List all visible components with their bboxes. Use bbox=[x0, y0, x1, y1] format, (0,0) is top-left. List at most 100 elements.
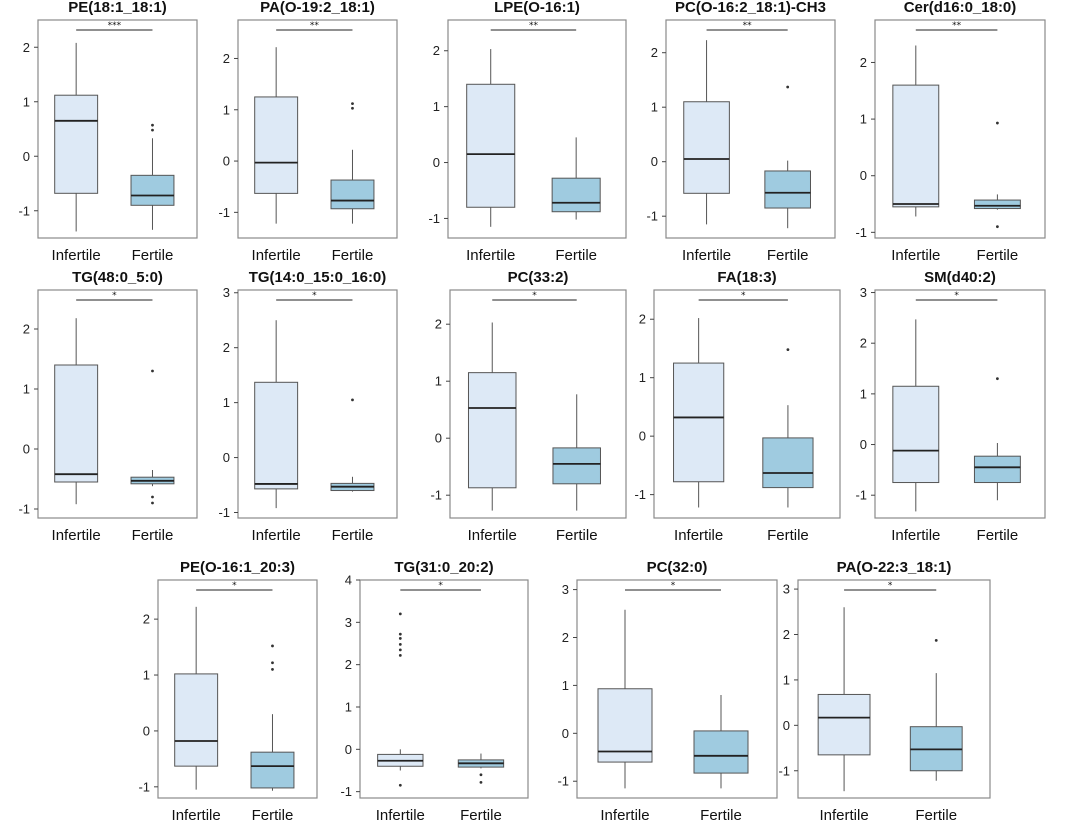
y-tick-label: 2 bbox=[860, 336, 867, 351]
y-tick-label: 0 bbox=[345, 742, 352, 757]
iqr-box bbox=[762, 437, 814, 489]
plot-frame bbox=[874, 289, 1046, 519]
significance-label: *** bbox=[108, 21, 122, 31]
plot-frame bbox=[447, 19, 627, 239]
x-category-label: Infertile bbox=[376, 807, 425, 824]
panel-title: PE(18:1_18:1) bbox=[68, 0, 166, 16]
y-tick-label: 0 bbox=[651, 154, 658, 169]
outlier-point bbox=[271, 668, 274, 671]
iqr-box bbox=[174, 673, 219, 767]
iqr-box bbox=[973, 455, 1021, 484]
y-tick-label: -1 bbox=[430, 488, 442, 503]
significance-label: * bbox=[532, 291, 537, 301]
y-tick-label: 2 bbox=[223, 340, 230, 355]
y-tick-label: -1 bbox=[778, 763, 790, 778]
y-tick-label: 1 bbox=[223, 395, 230, 410]
outlier-point bbox=[151, 495, 154, 499]
boxplot-panel: PA(O-22:3_18:1) -1 0 1 2 3 * Infertile Fertile bbox=[778, 559, 991, 824]
outlier-point bbox=[934, 639, 938, 642]
iqr-box bbox=[254, 381, 299, 490]
y-tick-label: 3 bbox=[783, 582, 790, 597]
y-tick-label: 1 bbox=[143, 668, 150, 683]
box-fertile: Fertile bbox=[330, 398, 375, 544]
panel-title: PA(O-22:3_18:1) bbox=[837, 559, 952, 576]
x-category-label: Infertile bbox=[52, 247, 101, 264]
box-infertile: Infertile bbox=[817, 607, 871, 824]
y-tick-label: -1 bbox=[557, 774, 569, 789]
box-infertile: Infertile bbox=[52, 318, 101, 544]
panel-title: LPE(O-16:1) bbox=[494, 0, 580, 16]
iqr-box bbox=[254, 96, 299, 194]
boxplot-panel: PE(O-16:1_20:3) -1 0 1 2 * Infertile Fertile bbox=[138, 559, 318, 824]
y-tick-label: 0 bbox=[223, 450, 230, 465]
outlier-point bbox=[398, 637, 402, 640]
y-tick-label: 2 bbox=[143, 612, 150, 627]
iqr-box bbox=[551, 177, 601, 213]
x-category-label: Infertile bbox=[468, 527, 517, 544]
boxplot-panel: FA(18:3) -1 0 1 2 * Infertile Fertile bbox=[634, 269, 841, 544]
significance-label: * bbox=[671, 581, 676, 591]
y-tick-label: -1 bbox=[218, 205, 230, 220]
x-category-label: Fertile bbox=[460, 807, 502, 824]
box-fertile: Fertile bbox=[762, 348, 814, 544]
boxplot-panel: PC(O-16:2_18:1)-CH3 -1 0 1 2 ** Infertile Ferti… bbox=[646, 0, 836, 264]
x-category-label: Infertile bbox=[466, 247, 515, 264]
box-fertile: Fertile bbox=[693, 694, 749, 824]
box-infertile: Infertile bbox=[468, 322, 517, 544]
panel-title: FA(18:3) bbox=[717, 269, 776, 286]
x-category-label: Fertile bbox=[767, 527, 809, 544]
outlier-point bbox=[351, 398, 354, 402]
y-tick-label: -1 bbox=[855, 225, 867, 240]
boxplot-panel: PE(18:1_18:1) -1 0 1 2 *** Infertile Fertile bbox=[18, 0, 198, 264]
y-tick-label: -1 bbox=[855, 488, 867, 503]
y-tick-label: 1 bbox=[562, 678, 569, 693]
panel-title: TG(31:0_20:2) bbox=[394, 559, 493, 576]
iqr-box bbox=[973, 199, 1021, 210]
y-tick-label: 1 bbox=[860, 386, 867, 401]
box-fertile: Fertile bbox=[330, 102, 375, 264]
panel-title: PC(O-16:2_18:1)-CH3 bbox=[675, 0, 826, 16]
iqr-box bbox=[892, 84, 940, 208]
boxplot-panel: PA(O-19:2_18:1) -1 0 1 2 ** Infertile Fertile bbox=[218, 0, 398, 264]
box-infertile: Infertile bbox=[673, 318, 725, 544]
plot-frame bbox=[797, 579, 991, 799]
iqr-box bbox=[54, 364, 99, 483]
box-infertile: Infertile bbox=[466, 49, 515, 264]
y-tick-label: 0 bbox=[783, 718, 790, 733]
y-tick-label: 4 bbox=[345, 573, 352, 588]
x-category-label: Infertile bbox=[891, 247, 940, 264]
x-category-label: Infertile bbox=[674, 527, 723, 544]
boxplot-panel: TG(14:0_15:0_16:0) -1 0 1 2 3 * Infertile Fertil… bbox=[218, 269, 398, 544]
outlier-point bbox=[398, 648, 402, 652]
significance-label: * bbox=[888, 581, 893, 591]
y-tick-label: 2 bbox=[860, 55, 867, 70]
significance-label: ** bbox=[529, 21, 539, 31]
x-category-label: Fertile bbox=[767, 247, 809, 264]
plot-frame bbox=[665, 19, 836, 239]
x-category-label: Infertile bbox=[600, 807, 649, 824]
y-tick-label: 1 bbox=[639, 370, 646, 385]
outlier-point bbox=[996, 121, 999, 125]
iqr-box bbox=[693, 730, 749, 774]
y-tick-label: 1 bbox=[651, 100, 658, 115]
x-category-label: Infertile bbox=[252, 247, 301, 264]
y-tick-label: -1 bbox=[340, 784, 352, 799]
outlier-point bbox=[996, 377, 999, 381]
iqr-box bbox=[552, 447, 601, 485]
panel-title: PC(33:2) bbox=[508, 269, 569, 286]
plot-frame bbox=[37, 289, 198, 519]
y-tick-label: -1 bbox=[646, 209, 658, 224]
iqr-box bbox=[330, 179, 375, 210]
box-fertile: Fertile bbox=[457, 753, 505, 824]
iqr-box bbox=[467, 372, 517, 489]
box-infertile: Infertile bbox=[597, 609, 653, 824]
box-infertile: Infertile bbox=[172, 606, 221, 824]
boxplot-panel: PC(33:2) -1 0 1 2 * Infertile Fertile bbox=[430, 269, 627, 544]
y-tick-label: -1 bbox=[428, 211, 440, 226]
x-category-label: Fertile bbox=[132, 247, 174, 264]
outlier-point bbox=[151, 123, 154, 127]
x-category-label: Fertile bbox=[332, 247, 374, 264]
box-fertile: Fertile bbox=[551, 137, 601, 264]
x-category-label: Fertile bbox=[977, 247, 1019, 264]
box-infertile: Infertile bbox=[52, 42, 101, 264]
